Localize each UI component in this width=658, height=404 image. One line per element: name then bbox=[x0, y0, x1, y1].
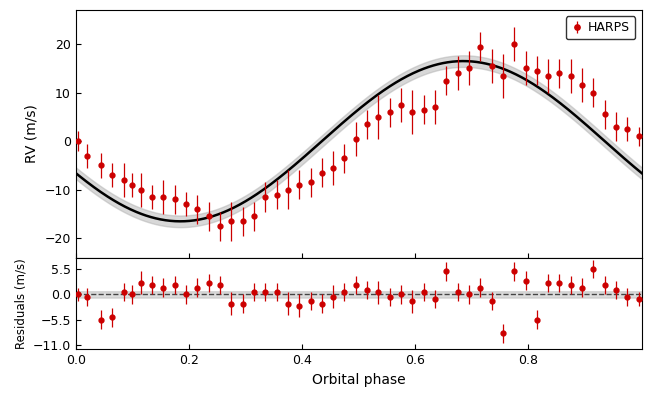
X-axis label: Orbital phase: Orbital phase bbox=[312, 373, 405, 387]
Y-axis label: RV (m/s): RV (m/s) bbox=[25, 105, 39, 163]
Legend: HARPS: HARPS bbox=[566, 16, 636, 39]
Y-axis label: Residuals (m/s): Residuals (m/s) bbox=[14, 258, 27, 349]
